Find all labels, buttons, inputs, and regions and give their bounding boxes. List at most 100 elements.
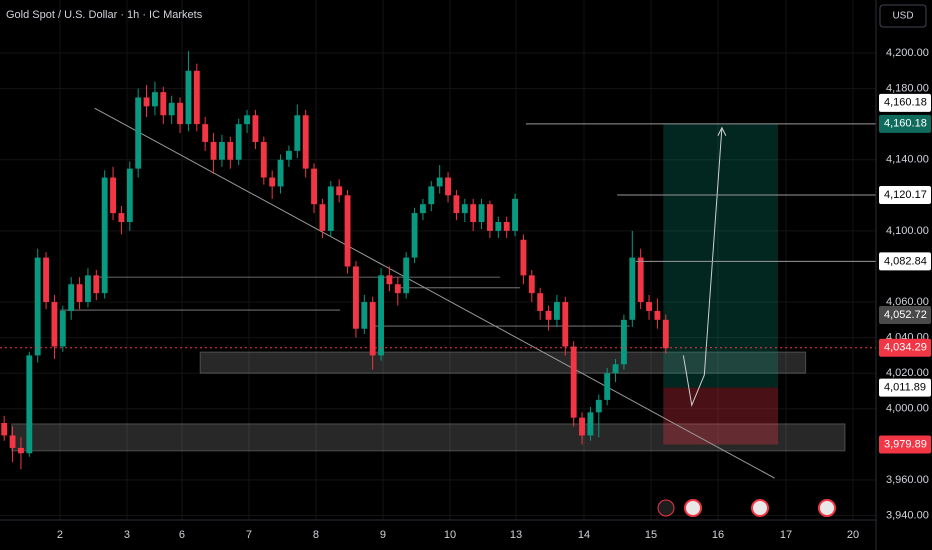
candle-body <box>495 221 502 231</box>
price-axis: 4,200.00 4,180.00 4,140.00 4,100.00 4,060.00… <box>879 47 931 521</box>
candle-body <box>595 399 602 413</box>
candle-body <box>352 266 359 329</box>
candle-body <box>344 195 351 267</box>
candle-body <box>59 310 66 347</box>
candle-body <box>235 124 242 160</box>
event-icon[interactable] <box>684 499 702 517</box>
candle-body <box>553 302 560 320</box>
price-tag-label: 4,082.84 <box>884 255 927 267</box>
candle-body <box>486 204 493 231</box>
candle-body <box>193 70 200 125</box>
projection-path <box>682 127 723 408</box>
y-tick-label: 3,960.00 <box>886 474 929 486</box>
price-tag-label: 4,160.18 <box>884 118 927 130</box>
y-tick-label: 4,180.00 <box>886 82 929 94</box>
candle-body <box>637 257 644 303</box>
candle-body <box>126 168 133 222</box>
candle-body <box>537 293 544 311</box>
candle-body <box>68 284 75 311</box>
event-icon[interactable] <box>751 499 769 517</box>
trend-line <box>94 107 775 479</box>
candle-body <box>51 302 58 347</box>
candle-body <box>135 97 142 169</box>
x-tick-label: 13 <box>510 529 522 541</box>
candle-body <box>319 204 326 231</box>
candle-body <box>1 422 8 436</box>
candle-body <box>143 97 150 107</box>
candle-body <box>403 257 410 294</box>
candle-body <box>386 275 393 285</box>
candle-body <box>361 302 368 329</box>
candle-body <box>93 275 100 294</box>
candle-body <box>528 275 535 294</box>
candle-body <box>629 257 636 320</box>
x-tick-label: 15 <box>645 529 657 541</box>
y-tick-label: 4,060.00 <box>886 296 929 308</box>
price-tag <box>879 338 931 357</box>
candle-body <box>18 447 24 454</box>
candle-body <box>34 257 41 356</box>
candle-body <box>394 284 401 294</box>
candle-body <box>411 213 418 258</box>
candle-body <box>177 102 183 125</box>
price-tag-label: 4,120.17 <box>884 189 927 201</box>
price-tag <box>879 186 931 205</box>
candle-body <box>294 115 301 151</box>
price-tag <box>879 252 931 271</box>
x-tick-label: 7 <box>246 529 252 541</box>
candle-body <box>210 141 217 160</box>
x-tick-label: 16 <box>712 529 724 541</box>
price-tag <box>879 114 931 133</box>
candle-body <box>219 141 225 160</box>
x-tick-label: 6 <box>179 529 185 541</box>
candle-body <box>76 284 83 303</box>
candle-body <box>336 186 343 196</box>
candle-body <box>436 177 443 187</box>
grid <box>0 0 876 520</box>
price-tag-label: 4,160.18 <box>884 97 927 109</box>
candle-body <box>520 239 527 276</box>
candle-body <box>604 373 611 400</box>
y-tick-label: 3,940.00 <box>886 509 929 521</box>
candle-body <box>101 177 108 294</box>
candle-body <box>378 275 384 356</box>
candle-body <box>579 417 585 436</box>
candle-body <box>9 435 16 448</box>
candle-body <box>646 302 652 311</box>
event-icon[interactable] <box>657 499 675 517</box>
zone <box>199 351 807 374</box>
candle-body <box>570 346 577 418</box>
candle-body <box>269 177 276 187</box>
currency-label: USD <box>892 11 913 22</box>
price-tag <box>879 435 931 454</box>
candle-body <box>428 186 435 205</box>
event-icons <box>657 499 836 517</box>
x-tick-label: 8 <box>313 529 319 541</box>
candle-body <box>118 213 125 222</box>
candle-body <box>252 115 259 142</box>
price-tag-label: 4,052.72 <box>884 309 927 321</box>
currency-button[interactable] <box>879 4 927 28</box>
target-zone <box>663 123 779 388</box>
candle-body <box>369 302 376 356</box>
candle-body <box>562 302 569 347</box>
candle-body <box>478 204 485 222</box>
candle-body <box>327 186 334 231</box>
candle-body <box>244 115 250 125</box>
x-tick-label: 14 <box>578 529 590 541</box>
price-tag-label: 4,034.29 <box>884 342 927 354</box>
candle-body <box>311 168 317 205</box>
price-tag <box>879 378 931 397</box>
candle-body <box>26 355 33 454</box>
event-icon[interactable] <box>818 499 836 517</box>
candle-body <box>85 275 91 303</box>
plot <box>0 51 876 479</box>
y-tick-label: 4,140.00 <box>886 154 929 166</box>
candle-body <box>445 177 451 196</box>
candle-body <box>662 319 669 349</box>
price-tag <box>879 93 931 112</box>
y-tick-label: 4,000.00 <box>886 403 929 415</box>
candle-body <box>461 204 468 214</box>
candle-body <box>43 257 49 303</box>
